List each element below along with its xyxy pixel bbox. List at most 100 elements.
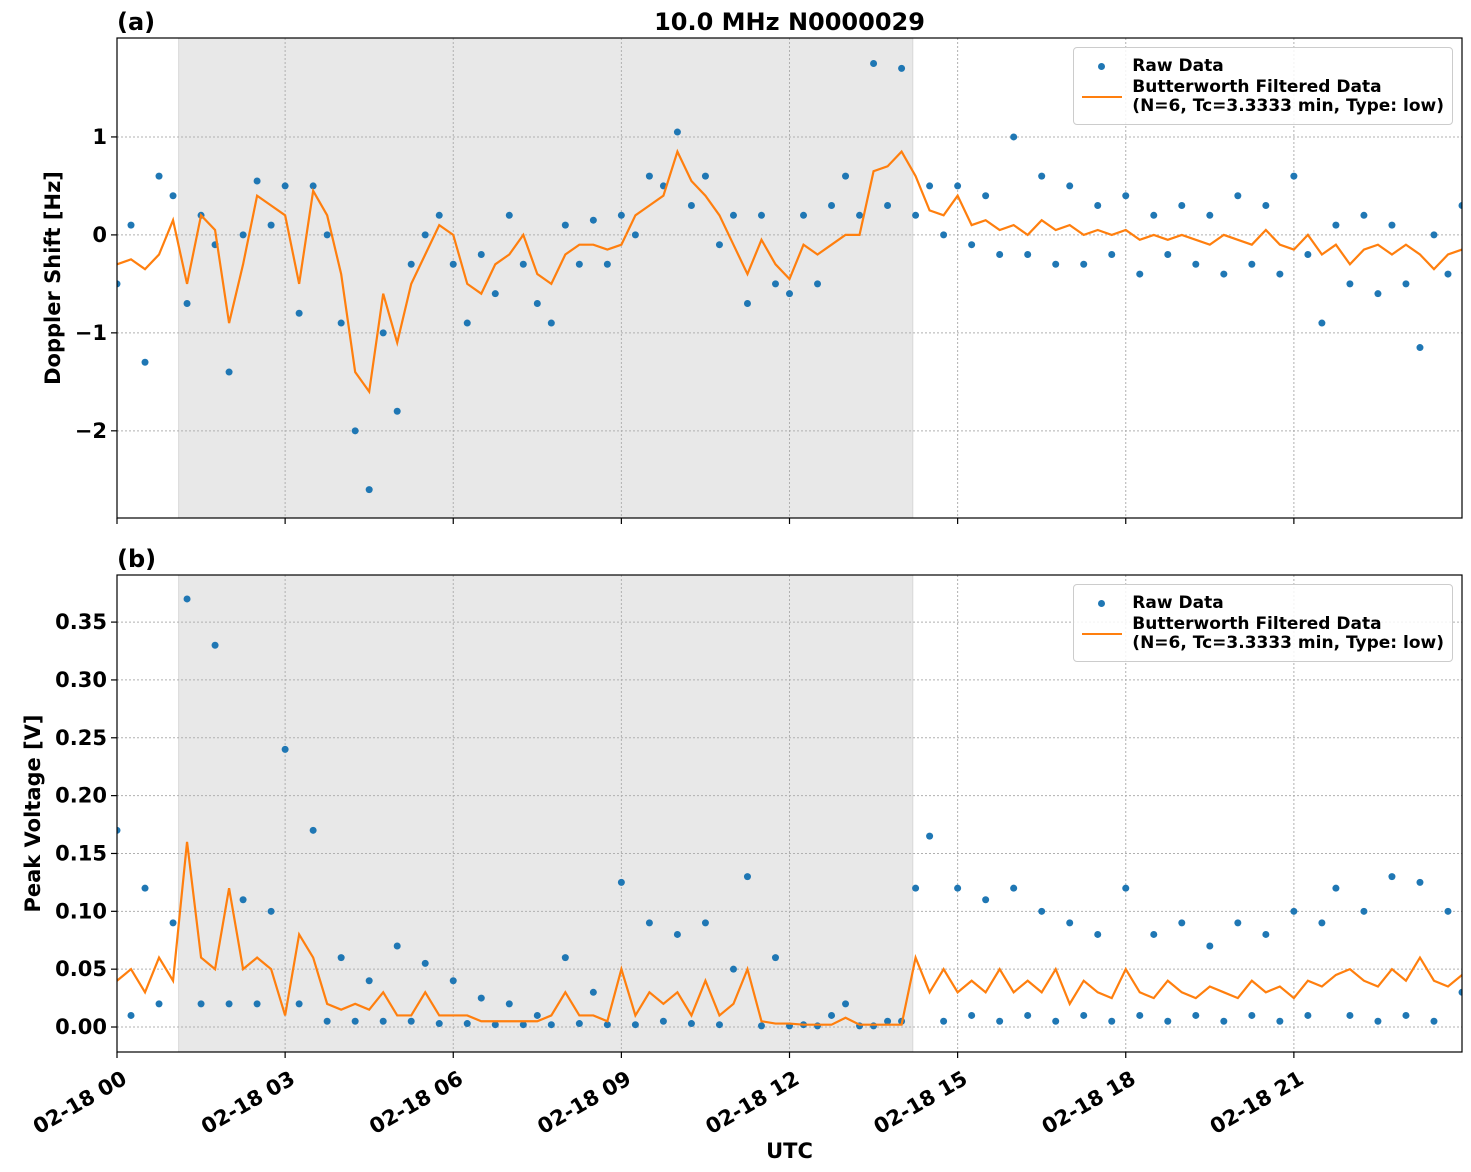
raw-point xyxy=(1458,202,1462,210)
shaded-span xyxy=(178,37,914,519)
raw-point xyxy=(239,231,247,239)
raw-point xyxy=(701,919,709,927)
raw-point xyxy=(870,59,878,67)
raw-point xyxy=(379,329,387,337)
raw-point xyxy=(800,211,808,219)
raw-point xyxy=(1360,211,1368,219)
raw-point xyxy=(1234,192,1242,200)
raw-point xyxy=(421,959,429,967)
legend: Raw Data Butterworth Filtered Data (N=6, … xyxy=(1073,47,1453,125)
raw-point xyxy=(449,977,457,985)
raw-point xyxy=(477,250,485,258)
raw-point xyxy=(449,260,457,268)
raw-point xyxy=(743,299,751,307)
raw-point xyxy=(842,1000,850,1008)
raw-point xyxy=(337,954,345,962)
raw-point xyxy=(141,358,149,366)
raw-point xyxy=(1052,260,1060,268)
raw-point xyxy=(239,896,247,904)
raw-point xyxy=(183,299,191,307)
raw-point xyxy=(842,172,850,180)
raw-point xyxy=(505,211,513,219)
raw-point xyxy=(1248,260,1256,268)
raw-point xyxy=(351,1017,359,1025)
raw-point xyxy=(589,988,597,996)
raw-point xyxy=(1136,1011,1144,1019)
raw-point xyxy=(1108,1017,1116,1025)
axes-frame xyxy=(116,574,1463,1053)
legend-marker xyxy=(1098,63,1106,70)
x-tick-label: 02-18 18 xyxy=(1038,1066,1140,1139)
raw-point xyxy=(1234,919,1242,927)
raw-point xyxy=(898,64,906,72)
raw-point xyxy=(225,1000,233,1008)
raw-point xyxy=(1164,250,1172,258)
raw-point xyxy=(828,1011,836,1019)
raw-point xyxy=(547,1021,555,1029)
raw-point xyxy=(1374,1017,1382,1025)
raw-point xyxy=(1010,133,1018,141)
legend-marker xyxy=(1098,600,1106,607)
legend-swatch xyxy=(1082,56,1122,76)
raw-point xyxy=(771,954,779,962)
raw-point xyxy=(814,1022,822,1030)
x-axis-label: UTC xyxy=(766,1139,813,1163)
raw-point xyxy=(561,221,569,229)
raw-point xyxy=(814,280,822,288)
raw-point xyxy=(1402,1011,1410,1019)
raw-point xyxy=(603,260,611,268)
raw-point xyxy=(407,260,415,268)
raw-point xyxy=(1402,280,1410,288)
y-tick-label: 0 xyxy=(92,223,107,247)
panel-label: (b) xyxy=(117,545,156,573)
raw-point xyxy=(309,182,317,190)
raw-point xyxy=(1304,250,1312,258)
raw-point xyxy=(687,202,695,210)
raw-point xyxy=(575,260,583,268)
legend-label: Raw Data xyxy=(1132,55,1224,76)
raw-point xyxy=(1094,930,1102,938)
raw-point xyxy=(1332,884,1340,892)
raw-point xyxy=(253,1000,261,1008)
raw-point xyxy=(673,930,681,938)
raw-point xyxy=(982,896,990,904)
raw-point xyxy=(1430,231,1438,239)
raw-point xyxy=(365,977,373,985)
raw-point xyxy=(337,319,345,327)
raw-point xyxy=(1346,1011,1354,1019)
raw-point xyxy=(463,319,471,327)
raw-point xyxy=(1262,202,1270,210)
raw-point xyxy=(267,221,275,229)
x-tick-label: 02-18 12 xyxy=(702,1066,804,1139)
raw-point xyxy=(828,202,836,210)
raw-point xyxy=(870,1022,878,1030)
raw-point xyxy=(954,182,962,190)
raw-point xyxy=(323,1017,331,1025)
raw-point xyxy=(1248,1011,1256,1019)
x-tick-label: 02-18 09 xyxy=(533,1066,635,1139)
raw-point xyxy=(1304,1011,1312,1019)
raw-point xyxy=(365,486,373,494)
raw-point xyxy=(996,1017,1004,1025)
raw-point xyxy=(127,221,135,229)
raw-point xyxy=(155,1000,163,1008)
y-tick-label: 0.05 xyxy=(55,957,107,981)
x-tick-label: 02-18 00 xyxy=(29,1066,131,1139)
raw-point xyxy=(715,1021,723,1029)
raw-point xyxy=(211,641,219,649)
raw-point xyxy=(351,427,359,435)
raw-point xyxy=(1262,930,1270,938)
raw-point xyxy=(393,942,401,950)
raw-point xyxy=(940,231,948,239)
raw-point xyxy=(1276,1017,1284,1025)
raw-point xyxy=(1066,182,1074,190)
raw-point xyxy=(407,1017,415,1025)
raw-point xyxy=(561,954,569,962)
raw-point xyxy=(463,1020,471,1028)
raw-point xyxy=(912,211,920,219)
raw-point xyxy=(267,907,275,915)
raw-point xyxy=(393,407,401,415)
raw-point xyxy=(1206,211,1214,219)
raw-point xyxy=(631,231,639,239)
y-tick-label: 0.25 xyxy=(55,726,107,750)
